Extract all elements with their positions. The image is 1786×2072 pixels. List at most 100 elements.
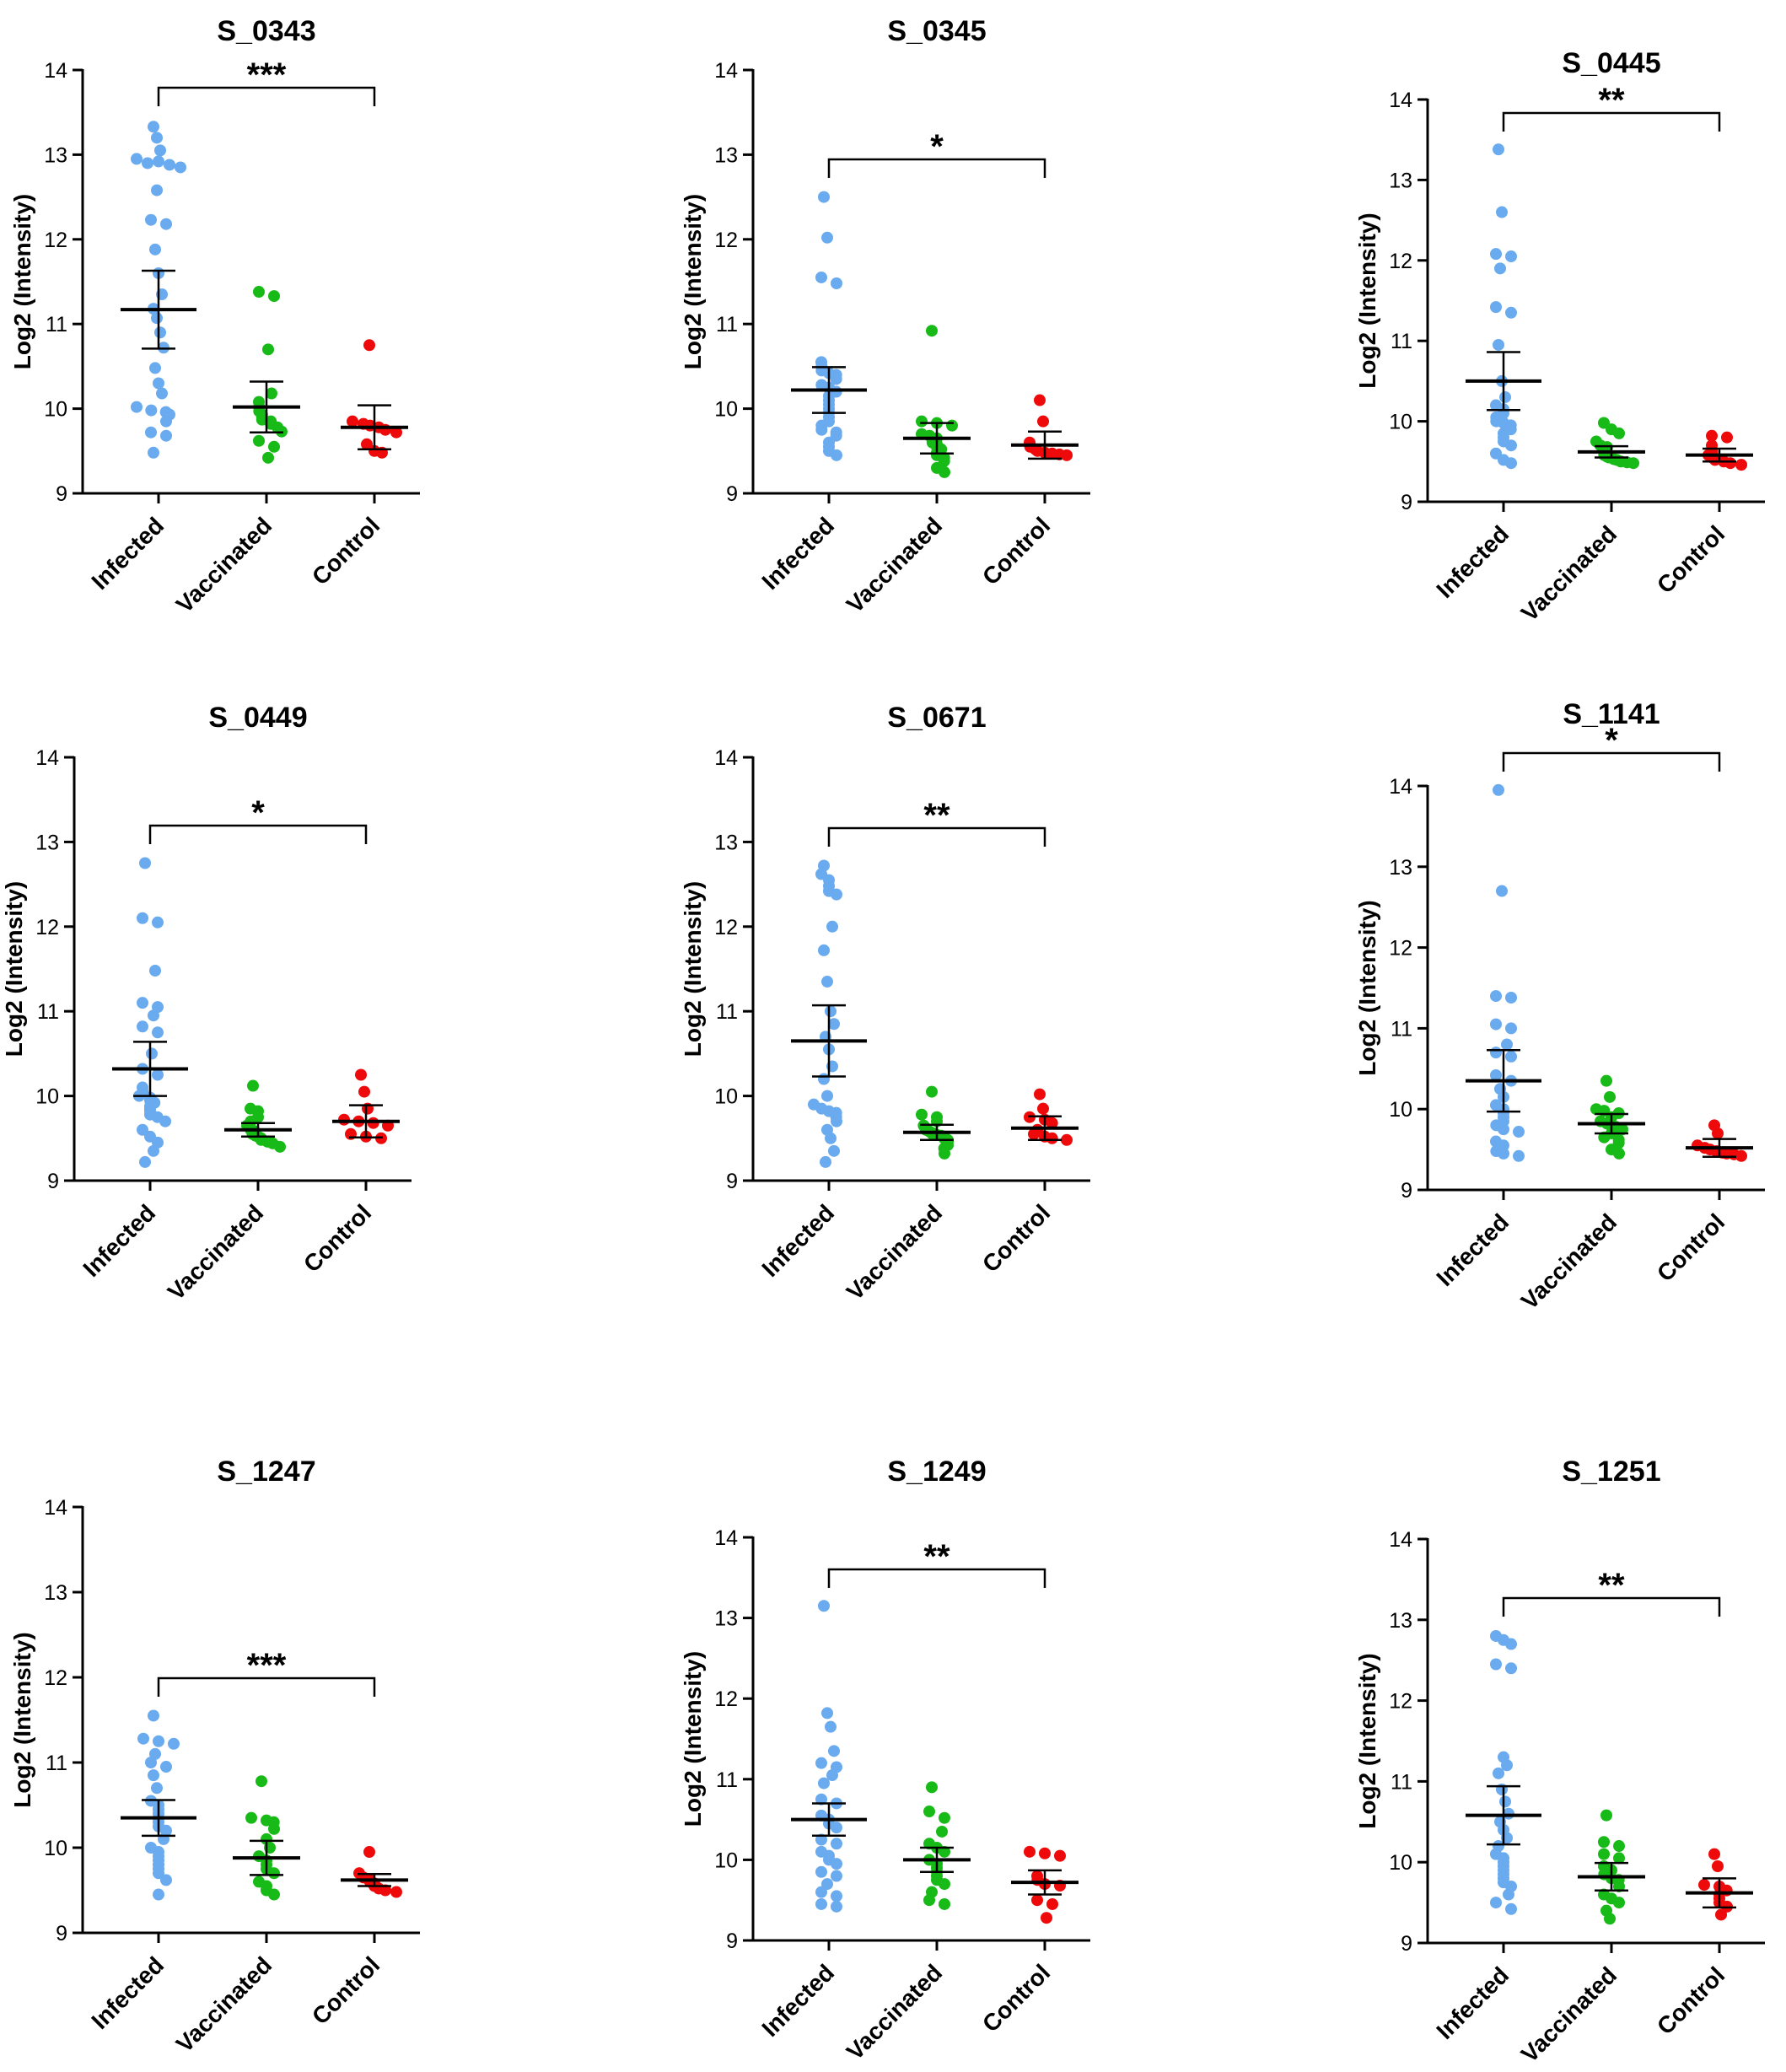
y-tick-label: 12 — [714, 1687, 738, 1711]
data-point — [830, 373, 842, 385]
data-point — [1028, 1127, 1040, 1140]
chart-panel-S_0449: S_0449 9 10 11 12 13 14 Log2 (Intensity) Infecte… — [1, 702, 412, 1305]
data-point — [1721, 431, 1733, 444]
data-point — [1617, 1123, 1628, 1136]
y-tick-label: 10 — [1389, 1098, 1412, 1122]
data-point — [1613, 1852, 1625, 1865]
significance-label: * — [930, 128, 944, 165]
data-point — [916, 415, 928, 428]
data-point — [160, 1874, 172, 1886]
x-tick-label-vaccinated: Vaccinated — [171, 1951, 277, 2057]
data-point — [156, 387, 168, 400]
y-axis-label: Log2 (Intensity) — [680, 881, 706, 1057]
y-tick-label: 10 — [714, 398, 738, 422]
data-point — [1613, 1840, 1625, 1853]
data-point — [815, 271, 827, 283]
data-point — [939, 466, 950, 478]
y-axis-label: Log2 (Intensity) — [9, 1632, 35, 1807]
data-point — [1490, 301, 1502, 314]
data-point — [139, 1155, 151, 1168]
x-tick-label-vaccinated: Vaccinated — [171, 512, 277, 617]
data-point — [1037, 1102, 1049, 1115]
x-tick-label-infected: Infected — [86, 1951, 169, 2034]
data-point — [1613, 1880, 1625, 1892]
data-point — [390, 426, 402, 439]
data-point — [1061, 449, 1073, 461]
data-point — [831, 1858, 842, 1870]
data-point — [1712, 1127, 1724, 1139]
data-point — [826, 920, 838, 933]
y-tick-label: 14 — [35, 746, 59, 770]
chart-panel-S_1249: S_1249 9 10 11 12 13 14 Log2 (Intensity) Infecte… — [680, 1456, 1090, 2065]
data-point — [1613, 427, 1625, 439]
data-point — [1712, 1859, 1724, 1872]
data-point — [390, 1886, 402, 1898]
y-tick-label: 10 — [44, 398, 67, 422]
significance-bracket — [827, 1568, 1046, 1588]
chart-panel-S_0445: S_0445 9 10 11 12 13 14 Log2 (Intensity) Infecte… — [1354, 47, 1765, 627]
significance-label: * — [1605, 722, 1618, 759]
data-point — [148, 1144, 159, 1157]
y-tick-label: 12 — [44, 1666, 67, 1690]
series-control — [1011, 394, 1079, 461]
x-tick-label-vaccinated: Vaccinated — [1516, 1962, 1622, 2067]
data-point — [137, 1020, 148, 1033]
data-point — [831, 888, 842, 901]
data-point — [821, 976, 833, 988]
series-vaccinated — [1578, 1074, 1645, 1160]
significance-label: *** — [247, 57, 287, 94]
x-tick-label-control: Control — [1652, 520, 1730, 598]
y-tick-label: 12 — [1389, 250, 1412, 273]
series-vaccinated — [903, 1781, 971, 1910]
data-point — [1613, 1897, 1625, 1909]
data-point — [1031, 1894, 1043, 1907]
data-point — [149, 243, 161, 256]
data-point — [160, 429, 172, 442]
series-control — [341, 339, 408, 459]
data-point — [815, 1897, 827, 1910]
y-axis-label: Log2 (Intensity) — [1354, 900, 1380, 1075]
data-point — [363, 339, 375, 352]
data-point — [153, 155, 164, 168]
data-point — [145, 1757, 157, 1768]
data-point — [939, 1147, 950, 1160]
series-infected — [791, 1600, 867, 1913]
x-tick-label-vaccinated: Vaccinated — [1516, 520, 1622, 626]
x-tick-label-infected: Infected — [86, 512, 169, 595]
data-point — [245, 1811, 257, 1824]
data-point — [253, 434, 265, 447]
chart-panel-S_0671: S_0671 9 10 11 12 13 14 Log2 (Intensity) Infecte… — [680, 702, 1090, 1305]
y-tick-label: 14 — [714, 1526, 738, 1550]
data-point — [831, 1870, 842, 1882]
y-tick-label: 13 — [714, 1607, 738, 1631]
data-point — [139, 857, 151, 869]
data-point — [939, 1811, 950, 1824]
data-point — [1600, 1074, 1612, 1087]
data-point — [828, 1745, 840, 1757]
y-tick-label: 12 — [714, 229, 738, 252]
data-point — [818, 1600, 830, 1612]
series-infected — [112, 857, 188, 1168]
x-tick-label-infected: Infected — [756, 512, 839, 595]
data-point — [1505, 1638, 1517, 1650]
significance-label: ** — [1598, 1567, 1625, 1604]
y-tick-label: 11 — [46, 1752, 67, 1775]
data-point — [149, 965, 161, 977]
data-point — [160, 415, 172, 428]
data-point — [1493, 783, 1504, 796]
data-point — [1698, 1879, 1710, 1892]
data-point — [946, 419, 958, 432]
series-vaccinated — [903, 1085, 971, 1160]
series-vaccinated — [1578, 1809, 1645, 1925]
data-point — [1708, 1848, 1720, 1860]
data-point — [256, 1775, 267, 1788]
significance-label: ** — [923, 797, 950, 834]
series-control — [1011, 1088, 1079, 1146]
data-point — [1490, 248, 1502, 261]
data-point — [1046, 1132, 1058, 1144]
data-point — [1034, 394, 1046, 406]
data-point — [821, 1707, 833, 1719]
data-point — [1598, 1848, 1610, 1860]
data-point — [815, 1833, 827, 1846]
data-point — [1046, 1117, 1058, 1129]
